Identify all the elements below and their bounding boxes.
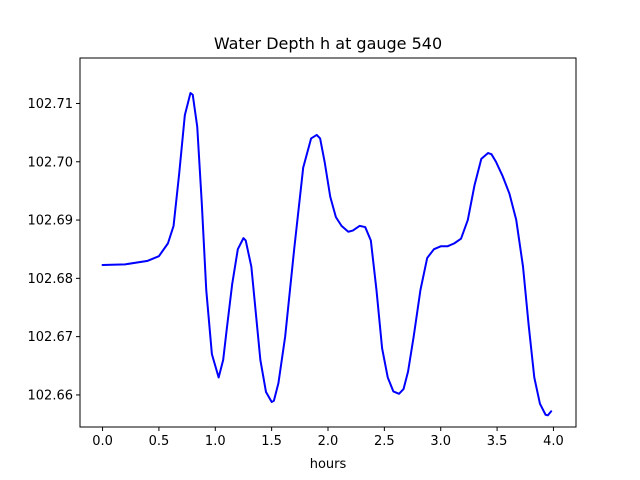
x-tick-label: 0.0 (92, 434, 113, 449)
y-tick-label: 102.69 (28, 214, 74, 229)
x-tick-label: 0.5 (149, 434, 170, 449)
x-axis-label: hours (310, 457, 347, 472)
y-tick-label: 102.71 (28, 97, 74, 112)
x-tick-label: 3.0 (430, 434, 451, 449)
x-tick-label: 2.0 (318, 434, 339, 449)
y-tick-label: 102.70 (28, 155, 74, 170)
x-tick-label: 4.0 (543, 434, 564, 449)
series-line-0 (101, 91, 553, 417)
y-tick-label: 102.67 (28, 330, 74, 345)
x-tick-label: 2.5 (374, 434, 395, 449)
y-axis: 102.66 102.67 102.68 102.69 102.70 102.71 (28, 97, 80, 403)
x-tick-label: 1.0 (205, 434, 226, 449)
chart-title: Water Depth h at gauge 540 (214, 34, 442, 53)
x-tick-label: 3.5 (487, 434, 508, 449)
y-tick-label: 102.66 (28, 388, 74, 403)
x-tick-label: 1.5 (261, 434, 282, 449)
y-tick-label: 102.68 (28, 272, 74, 287)
x-axis: 0.0 0.5 1.0 1.5 2.0 2.5 3.0 3.5 4.0 (92, 427, 564, 449)
